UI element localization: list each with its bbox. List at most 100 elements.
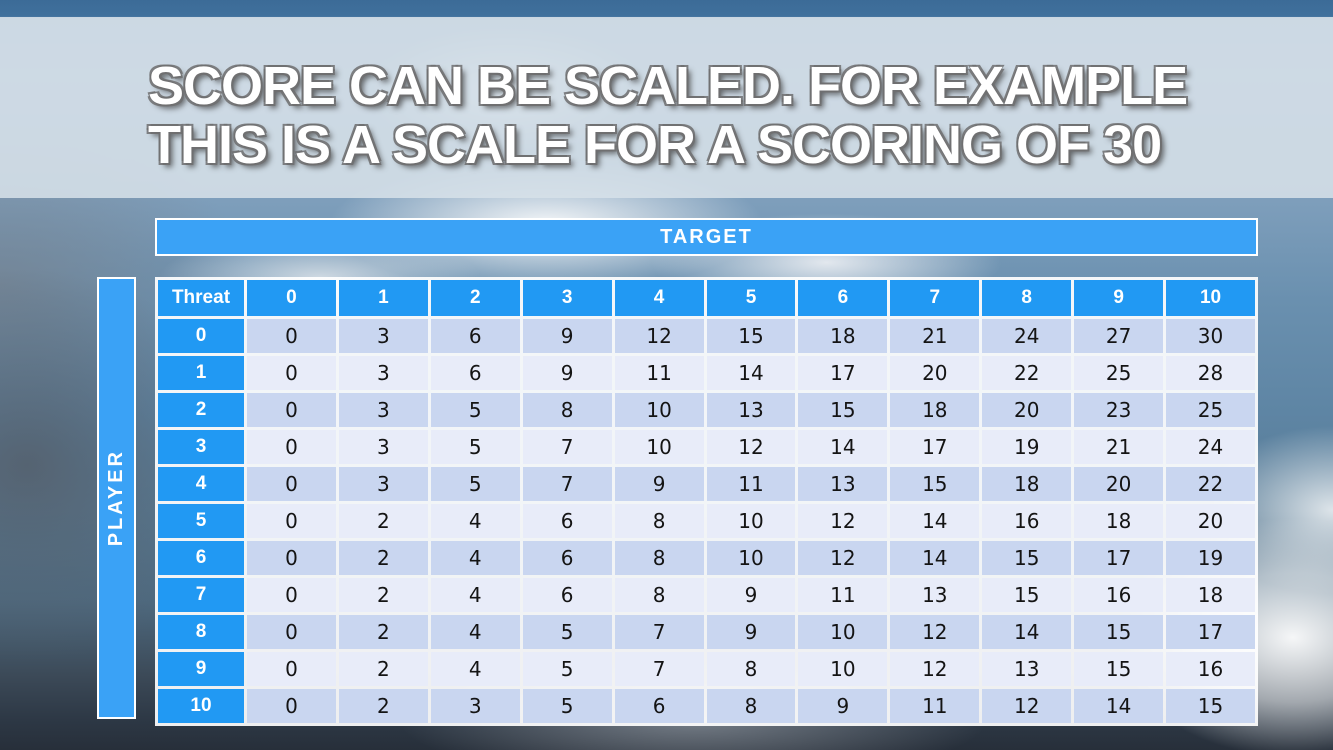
column-header-7: 7 (890, 280, 980, 316)
score-cell-r4-c5: 11 (706, 467, 796, 501)
score-cell-r7-c0: 0 (247, 578, 336, 612)
score-cell-r3-c8: 19 (982, 430, 1072, 464)
score-cell-r10-c5: 8 (706, 689, 796, 723)
score-cell-r9-c4: 7 (614, 652, 704, 686)
title-band: SCORE CAN BE SCALED. FOR EXAMPLE THIS IS… (0, 17, 1333, 198)
score-cell-r6-c5: 10 (706, 541, 796, 575)
table-row-4: 4 0 3 5 7 9 11 13 15 18 20 22 (158, 467, 1255, 501)
row-header-5: 5 (158, 504, 244, 538)
row-header-6: 6 (158, 541, 244, 575)
score-cell-r9-c9: 15 (1074, 652, 1164, 686)
score-cell-r5-c8: 16 (982, 504, 1072, 538)
score-cell-r8-c3: 5 (522, 615, 612, 649)
column-header-0: 0 (247, 280, 336, 316)
score-cell-r0-c6: 18 (798, 319, 888, 353)
score-cell-r8-c10: 17 (1166, 615, 1255, 649)
score-cell-r1-c7: 20 (890, 356, 980, 390)
score-cell-r6-c7: 14 (890, 541, 980, 575)
score-cell-r0-c10: 30 (1166, 319, 1255, 353)
score-cell-r3-c6: 14 (798, 430, 888, 464)
score-cell-r9-c1: 2 (338, 652, 428, 686)
score-cell-r2-c7: 18 (890, 393, 980, 427)
score-cell-r7-c3: 6 (522, 578, 612, 612)
row-header-3: 3 (158, 430, 244, 464)
column-header-2: 2 (430, 280, 520, 316)
target-axis-label: TARGET (660, 225, 753, 248)
score-cell-r3-c1: 3 (338, 430, 428, 464)
column-header-10: 10 (1166, 280, 1255, 316)
score-cell-r2-c2: 5 (430, 393, 520, 427)
score-cell-r2-c4: 10 (614, 393, 704, 427)
column-header-4: 4 (614, 280, 704, 316)
score-cell-r3-c10: 24 (1166, 430, 1255, 464)
table-row-8: 8 0 2 4 5 7 9 10 12 14 15 17 (158, 615, 1255, 649)
column-header-5: 5 (706, 280, 796, 316)
score-cell-r4-c7: 15 (890, 467, 980, 501)
score-cell-r4-c8: 18 (982, 467, 1072, 501)
score-cell-r7-c6: 11 (798, 578, 888, 612)
score-cell-r7-c5: 9 (706, 578, 796, 612)
score-cell-r2-c10: 25 (1166, 393, 1255, 427)
score-cell-r5-c5: 10 (706, 504, 796, 538)
score-cell-r8-c6: 10 (798, 615, 888, 649)
header-row: Threat 0 1 2 3 4 5 6 7 8 9 10 (158, 280, 1255, 316)
score-cell-r3-c3: 7 (522, 430, 612, 464)
score-table: Threat 0 1 2 3 4 5 6 7 8 9 10 0 0 3 6 9 12 15 18 21 24 27 30 1 0 3… (155, 277, 1258, 726)
score-cell-r2-c1: 3 (338, 393, 428, 427)
slide-title-line1: SCORE CAN BE SCALED. FOR EXAMPLE (148, 56, 1188, 116)
score-cell-r8-c7: 12 (890, 615, 980, 649)
score-cell-r3-c7: 17 (890, 430, 980, 464)
score-cell-r2-c8: 20 (982, 393, 1072, 427)
score-cell-r10-c1: 2 (338, 689, 428, 723)
column-header-9: 9 (1074, 280, 1164, 316)
score-cell-r9-c3: 5 (522, 652, 612, 686)
score-cell-r8-c2: 4 (430, 615, 520, 649)
score-cell-r9-c10: 16 (1166, 652, 1255, 686)
score-cell-r0-c0: 0 (247, 319, 336, 353)
score-cell-r5-c4: 8 (614, 504, 704, 538)
score-cell-r1-c3: 9 (522, 356, 612, 390)
score-cell-r6-c6: 12 (798, 541, 888, 575)
score-cell-r9-c2: 4 (430, 652, 520, 686)
column-header-6: 6 (798, 280, 888, 316)
target-axis-banner: TARGET (155, 218, 1258, 256)
score-cell-r4-c10: 22 (1166, 467, 1255, 501)
score-cell-r1-c8: 22 (982, 356, 1072, 390)
row-header-4: 4 (158, 467, 244, 501)
score-cell-r10-c9: 14 (1074, 689, 1164, 723)
score-cell-r0-c7: 21 (890, 319, 980, 353)
column-header-8: 8 (982, 280, 1072, 316)
score-cell-r2-c3: 8 (522, 393, 612, 427)
score-cell-r8-c9: 15 (1074, 615, 1164, 649)
score-cell-r2-c5: 13 (706, 393, 796, 427)
score-cell-r0-c1: 3 (338, 319, 428, 353)
score-cell-r1-c6: 17 (798, 356, 888, 390)
score-cell-r4-c6: 13 (798, 467, 888, 501)
score-cell-r4-c9: 20 (1074, 467, 1164, 501)
score-cell-r8-c0: 0 (247, 615, 336, 649)
score-cell-r10-c0: 0 (247, 689, 336, 723)
score-cell-r8-c4: 7 (614, 615, 704, 649)
score-cell-r6-c3: 6 (522, 541, 612, 575)
column-header-3: 3 (522, 280, 612, 316)
score-cell-r1-c0: 0 (247, 356, 336, 390)
table-row-9: 9 0 2 4 5 7 8 10 12 13 15 16 (158, 652, 1255, 686)
row-header-2: 2 (158, 393, 244, 427)
score-cell-r1-c9: 25 (1074, 356, 1164, 390)
score-cell-r2-c6: 15 (798, 393, 888, 427)
corner-header-threat: Threat (158, 280, 244, 316)
score-cell-r10-c7: 11 (890, 689, 980, 723)
score-cell-r10-c10: 15 (1166, 689, 1255, 723)
score-cell-r3-c4: 10 (614, 430, 704, 464)
table-row-10: 10 0 2 3 5 6 8 9 11 12 14 15 (158, 689, 1255, 723)
table-row-0: 0 0 3 6 9 12 15 18 21 24 27 30 (158, 319, 1255, 353)
table-row-2: 2 0 3 5 8 10 13 15 18 20 23 25 (158, 393, 1255, 427)
score-cell-r4-c2: 5 (430, 467, 520, 501)
score-cell-r4-c4: 9 (614, 467, 704, 501)
score-cell-r2-c9: 23 (1074, 393, 1164, 427)
score-cell-r5-c1: 2 (338, 504, 428, 538)
score-cell-r6-c2: 4 (430, 541, 520, 575)
slide-title: SCORE CAN BE SCALED. FOR EXAMPLE THIS IS… (148, 56, 1188, 175)
score-cell-r7-c8: 15 (982, 578, 1072, 612)
row-header-0: 0 (158, 319, 244, 353)
